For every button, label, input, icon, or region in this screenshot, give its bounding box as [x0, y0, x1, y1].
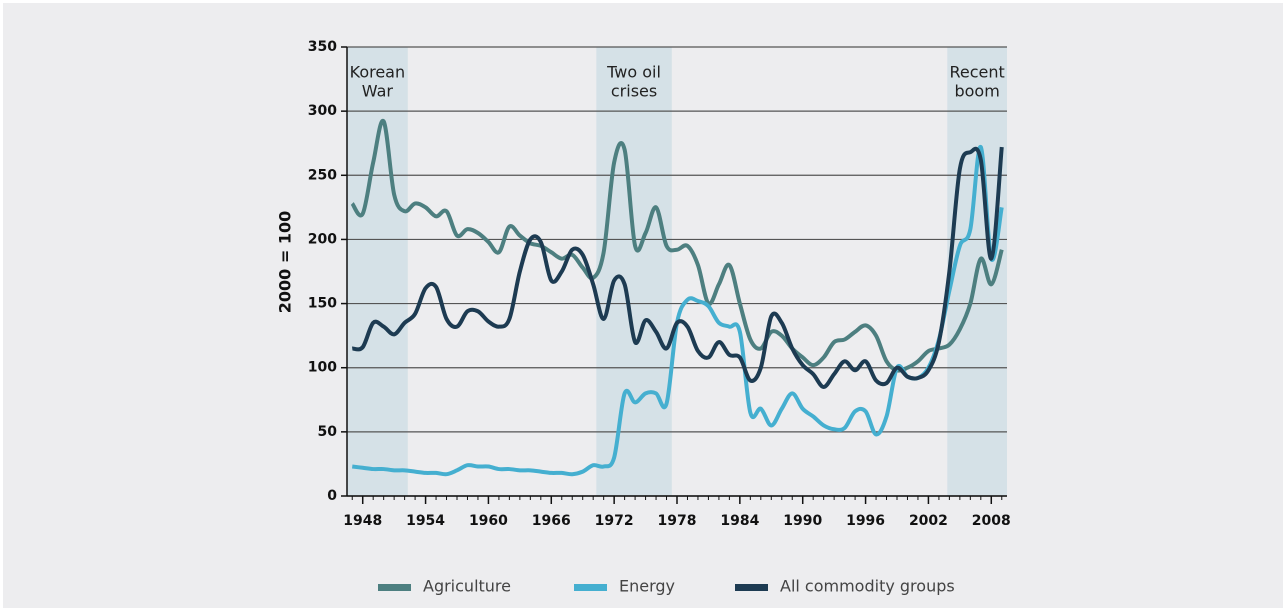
legend-swatch [378, 584, 411, 591]
y-tick-label: 350 [308, 39, 337, 55]
y-tick-label: 100 [308, 360, 337, 376]
x-tick-label: 1978 [658, 513, 697, 529]
x-tick-label: 1960 [469, 513, 508, 529]
period-label: Two oil [606, 63, 661, 82]
x-tick-label: 1984 [720, 513, 759, 529]
series-line [351, 145, 1004, 477]
x-tick-label: 1972 [595, 513, 634, 529]
series-line [352, 146, 1004, 389]
legend-label: All commodity groups [780, 577, 955, 596]
period-label: War [362, 82, 394, 101]
y-tick-label: 150 [308, 296, 337, 312]
x-tick-label: 2002 [909, 513, 948, 529]
shaded-period [347, 47, 408, 496]
y-tick-label: 300 [308, 103, 337, 119]
legend-swatch [574, 584, 607, 591]
x-tick-label: 1954 [406, 513, 445, 529]
y-axis-label: 2000 = 100 [276, 211, 295, 313]
x-tick-label: 2008 [972, 513, 1011, 529]
x-tick-label: 1966 [532, 513, 571, 529]
period-label: boom [954, 82, 999, 101]
legend-label: Energy [619, 577, 675, 596]
legend-swatch [735, 584, 768, 591]
x-tick-label: 1996 [846, 513, 885, 529]
series-line [350, 119, 1004, 373]
y-tick-label: 250 [308, 167, 337, 183]
y-tick-label: 0 [327, 488, 337, 504]
x-tick-label: 1990 [783, 513, 822, 529]
period-label: Recent [949, 63, 1004, 82]
y-tick-label: 50 [318, 424, 338, 440]
period-label: crises [611, 82, 657, 101]
y-tick-label: 200 [308, 231, 337, 247]
period-label: Korean [350, 63, 406, 82]
x-tick-label: 1948 [343, 513, 382, 529]
shaded-period [596, 47, 672, 496]
legend-label: Agriculture [423, 577, 511, 596]
